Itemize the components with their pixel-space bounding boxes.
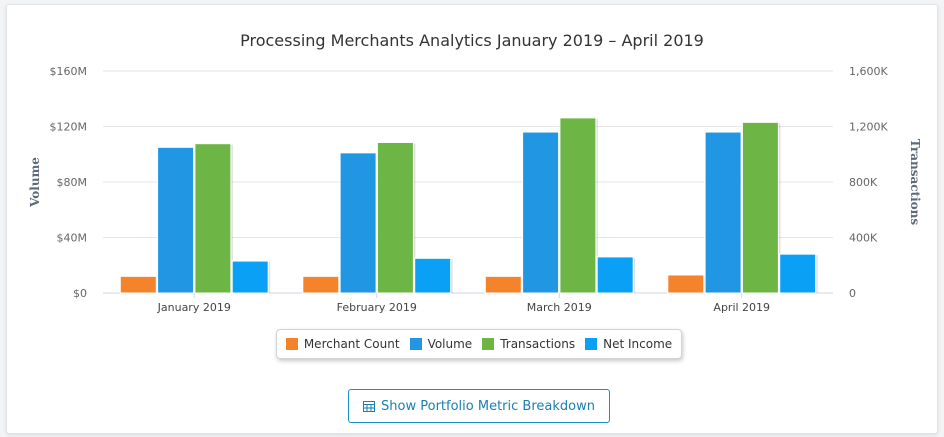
x-tick-label: January 2019: [157, 301, 231, 314]
y-right-axis-title: Transactions: [908, 139, 922, 226]
chart-area: Processing Merchants Analytics January 2…: [28, 31, 922, 314]
table-icon: [363, 400, 376, 412]
bar-net-income: [596, 256, 634, 294]
legend-swatch: [285, 338, 298, 350]
bar-transactions: [376, 141, 414, 294]
bar-volume: [339, 152, 377, 294]
bar-net-income: [779, 253, 817, 294]
legend-label: Transactions: [500, 337, 576, 351]
bar-net-income: [414, 257, 452, 294]
x-tick-label: February 2019: [337, 301, 417, 314]
y-left-tick-label: $80M: [57, 176, 88, 189]
x-tick-label: April 2019: [713, 301, 770, 314]
legend-label: Merchant Count: [303, 337, 400, 351]
legend-label: Net Income: [603, 337, 673, 351]
y-left-tick-label: $120M: [50, 121, 88, 134]
y-left-tick-label: $160M: [50, 65, 88, 78]
chart-title: Processing Merchants Analytics January 2…: [240, 31, 704, 50]
bar-volume: [157, 146, 195, 294]
legend-label: Volume: [427, 337, 473, 351]
bar-merchant-count: [302, 275, 340, 294]
legend-swatch: [585, 338, 598, 350]
chart-legend: Merchant Count Volume Transactions Net I…: [276, 329, 682, 359]
button-label: Show Portfolio Metric Breakdown: [381, 398, 595, 414]
bar-volume: [704, 131, 742, 294]
bar-net-income: [231, 260, 269, 294]
show-portfolio-breakdown-button[interactable]: Show Portfolio Metric Breakdown: [348, 389, 610, 423]
y-right-tick-label: 400K: [849, 232, 878, 245]
legend-item-merchant-count[interactable]: Merchant Count: [285, 337, 400, 351]
legend-swatch: [482, 338, 495, 350]
x-tick-label: March 2019: [527, 301, 592, 314]
bar-transactions: [194, 143, 232, 294]
y-right-tick-label: 0: [849, 287, 856, 300]
bar-transactions: [559, 117, 597, 294]
y-left-axis-title: Volume: [28, 157, 42, 208]
legend-item-transactions[interactable]: Transactions: [482, 337, 575, 351]
y-right-tick-label: 800K: [849, 176, 878, 189]
chart-card: Processing Merchants Analytics January 2…: [6, 4, 938, 434]
y-right-tick-label: 1,200K: [849, 121, 888, 134]
bar-merchant-count: [119, 275, 157, 294]
y-left-tick-label: $0: [73, 287, 87, 300]
legend-item-net-income[interactable]: Net Income: [585, 337, 672, 351]
bar-transactions: [741, 121, 779, 294]
legend-item-volume[interactable]: Volume: [409, 337, 473, 351]
bar-merchant-count: [667, 274, 705, 294]
bar-volume: [522, 131, 560, 294]
bar-merchant-count: [484, 275, 522, 294]
legend-swatch: [409, 338, 422, 350]
y-left-tick-label: $40M: [57, 232, 88, 245]
y-right-tick-label: 1,600K: [849, 65, 888, 78]
